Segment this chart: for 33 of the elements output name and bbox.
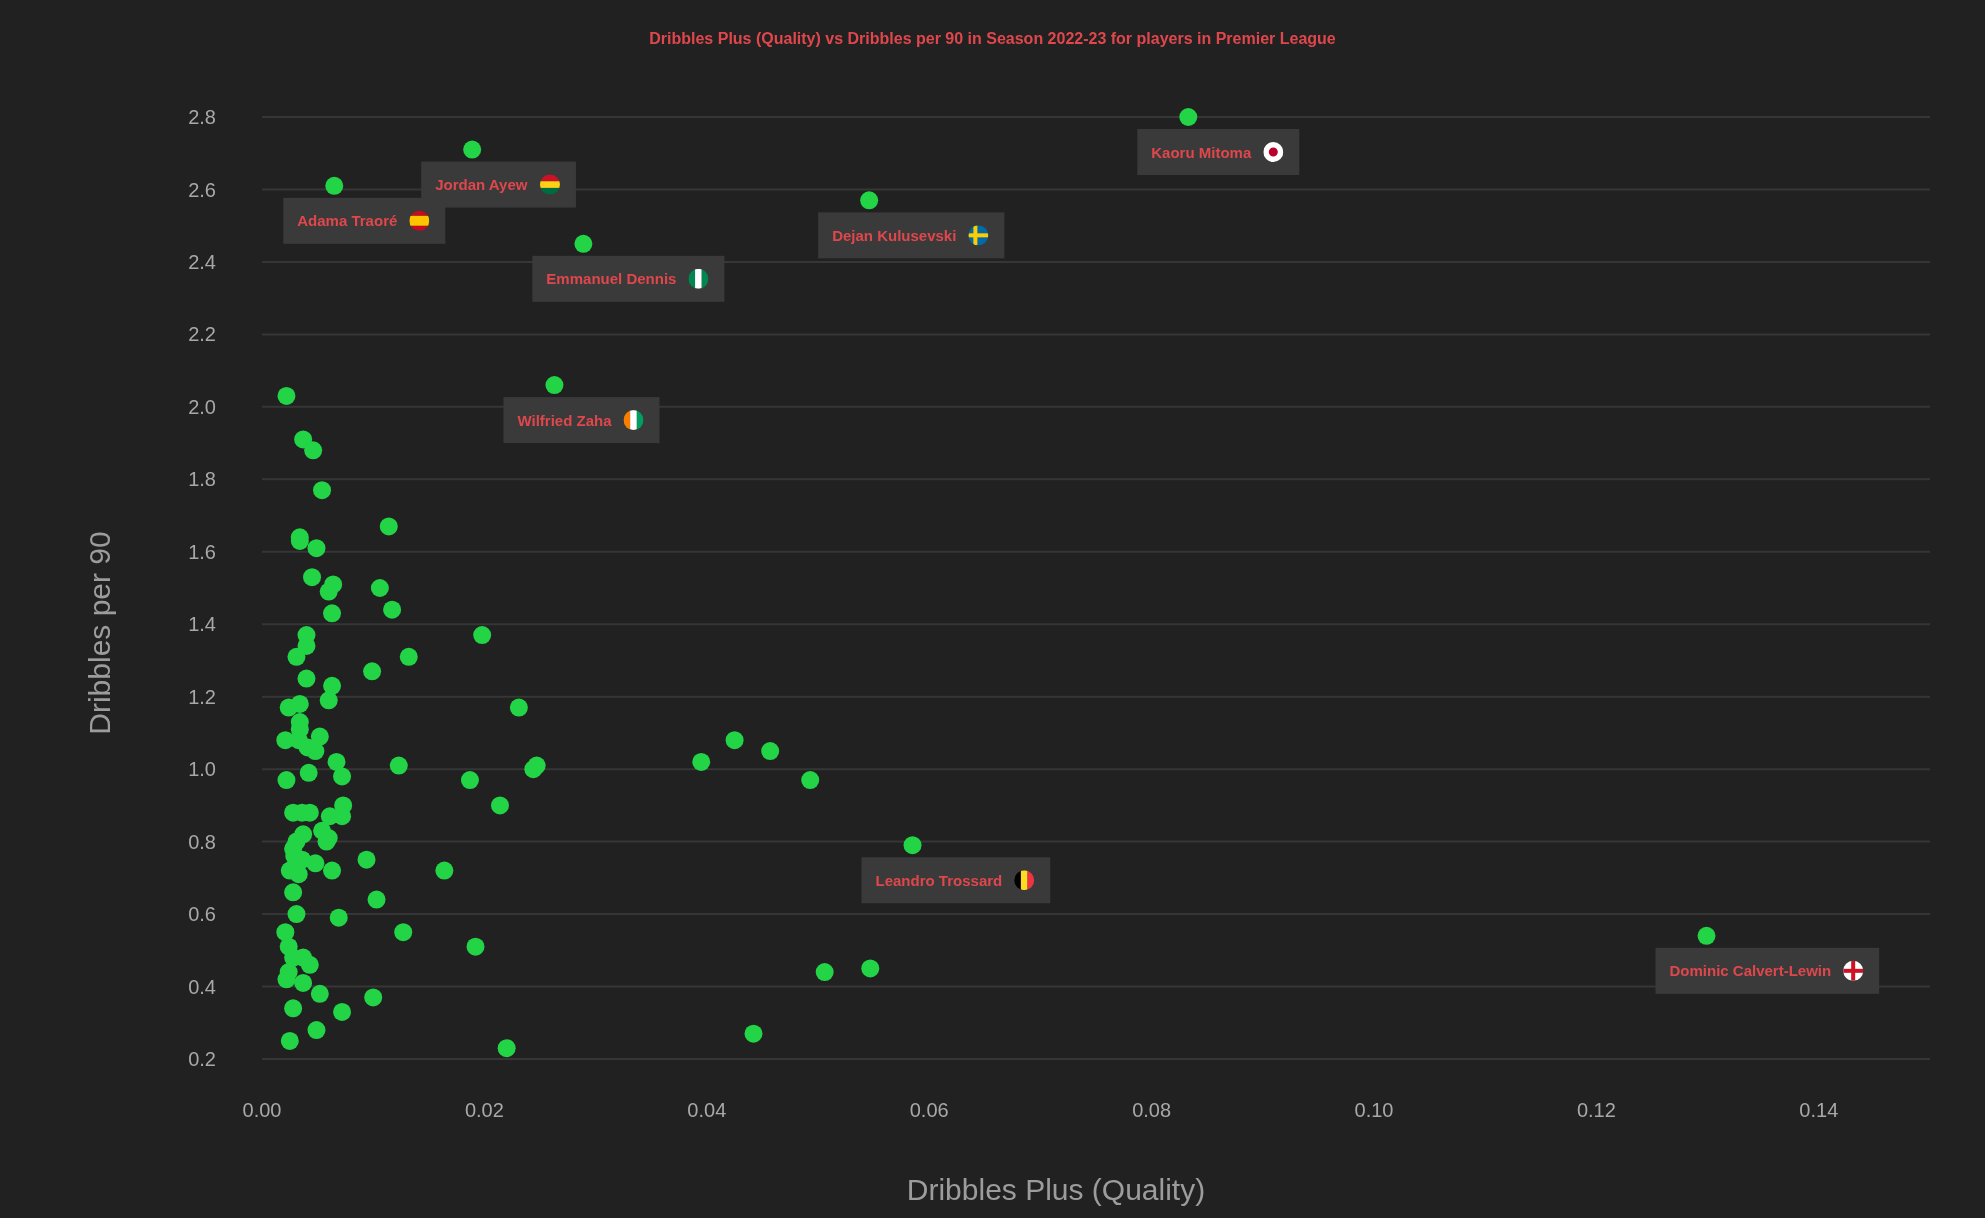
x-axis-title: Dribbles Plus (Quality) [905,1172,1207,1208]
y-tick-label: 2.6 [188,178,216,201]
x-tick-label: 0.06 [909,1099,949,1122]
y-tick-label: 0.8 [188,830,216,853]
annotation: Wilfried Zaha [517,411,613,429]
annotation: Emmanuel Dennis [546,270,677,288]
y-tick-label: 2.8 [188,106,216,129]
chart-title: Dribbles Plus (Quality) vs Dribbles per 90 in Season 2022-23 for players in Premier League [648,29,1337,49]
annotation: Leandro Trossard [875,871,1003,889]
x-tick-label: 0.14 [1799,1099,1839,1122]
y-tick-label: 0.4 [188,975,216,998]
x-tick-label: 0.04 [687,1099,727,1122]
y-tick-label: 0.2 [188,1048,216,1071]
y-tick-label: 2.0 [188,395,216,418]
x-tick-label: 0.02 [464,1099,504,1122]
annotation: Adama Traoré [297,212,398,230]
y-tick-label: 1.4 [188,613,216,636]
y-tick-label: 1.0 [188,758,216,781]
y-axis-title: Dribbles per 90 [82,530,117,737]
annotation: Kaoru Mitoma [1151,143,1252,161]
y-tick-label: 1.8 [188,468,216,491]
y-tick-label: 2.4 [188,251,216,274]
x-tick-label: 0.00 [242,1099,282,1122]
y-tick-label: 0.6 [188,903,216,926]
annotation: Jordan Ayew [435,176,528,194]
annotation: Dejan Kulusevski [832,226,957,244]
x-tick-label: 0.08 [1132,1099,1172,1122]
x-tick-label: 0.10 [1354,1099,1394,1122]
x-tick-label: 0.12 [1576,1099,1616,1122]
y-tick-label: 1.2 [188,685,216,708]
y-tick-label: 1.6 [188,540,216,563]
y-tick-label: 2.2 [188,323,216,346]
annotation: Dominic Calvert-Lewin [1669,962,1832,980]
